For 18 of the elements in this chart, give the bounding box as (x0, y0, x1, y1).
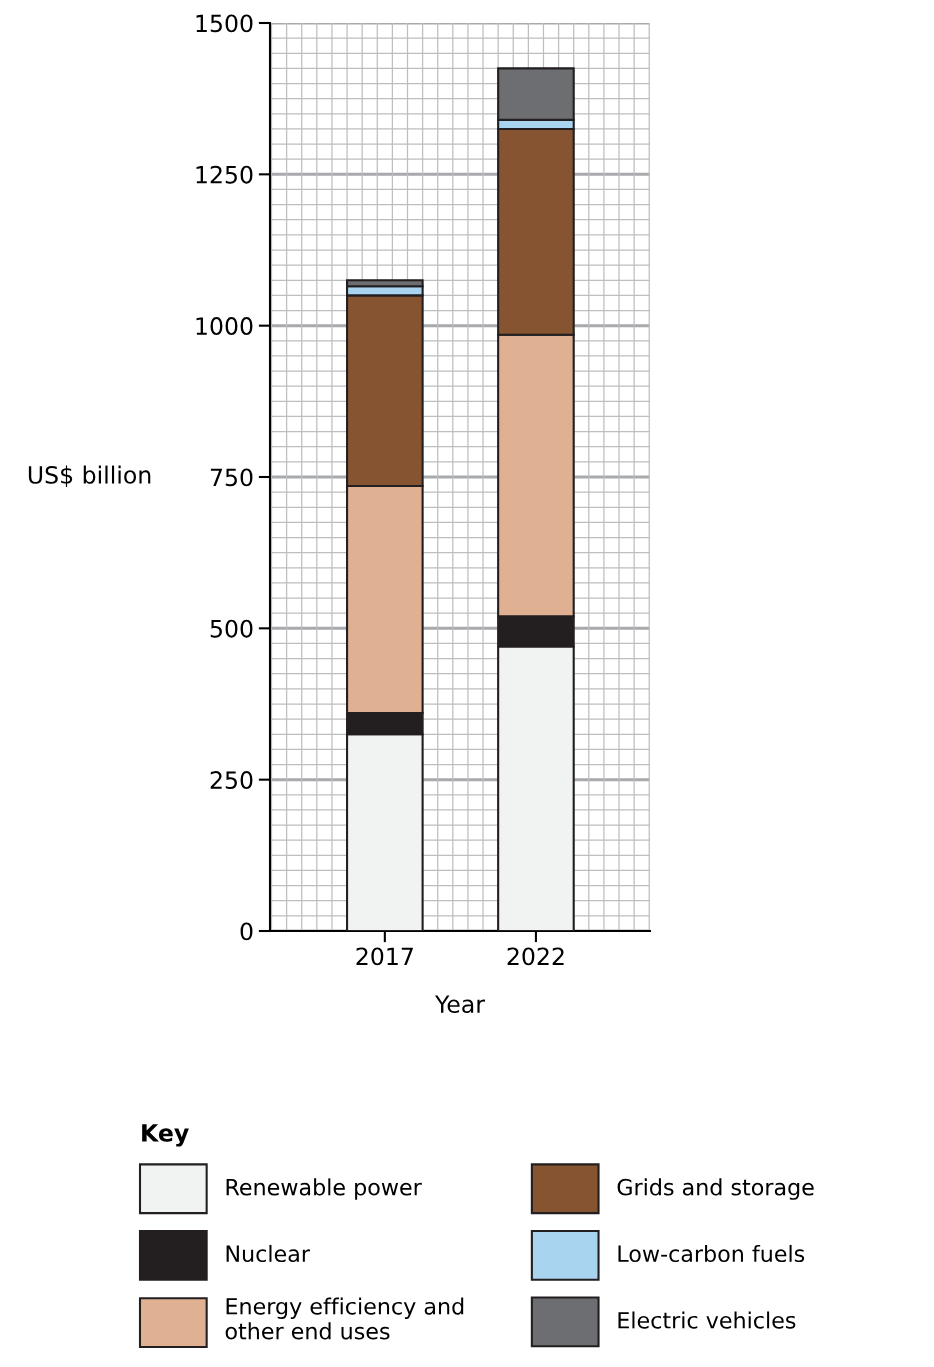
legend-title: Key (142, 1124, 189, 1147)
x-tick-label: 2022 (507, 947, 564, 966)
legend-label: Grids and storage (617, 1178, 814, 1200)
y-tick-label: 500 (210, 619, 253, 638)
y-tick-label: 250 (210, 771, 253, 789)
y-tick-label: 750 (210, 468, 253, 487)
x-axis-title: Year (434, 995, 485, 1014)
y-tick-label: 1000 (196, 317, 253, 335)
x-tick-label: 2017 (356, 947, 413, 966)
legend-label: Nuclear (226, 1244, 310, 1263)
y-tick-label: 1500 (196, 14, 253, 33)
legend-label: Energy efficiency and other end uses (225, 1297, 464, 1340)
legend-label: Electric vehicles (618, 1311, 796, 1329)
y-tick-label: 0 (240, 922, 253, 941)
legend-label: Renewable power (226, 1178, 422, 1200)
y-tick-label: 1250 (196, 165, 253, 184)
legend-label: Low-carbon fuels (618, 1244, 805, 1263)
y-axis-title: US$ billion (28, 465, 151, 487)
